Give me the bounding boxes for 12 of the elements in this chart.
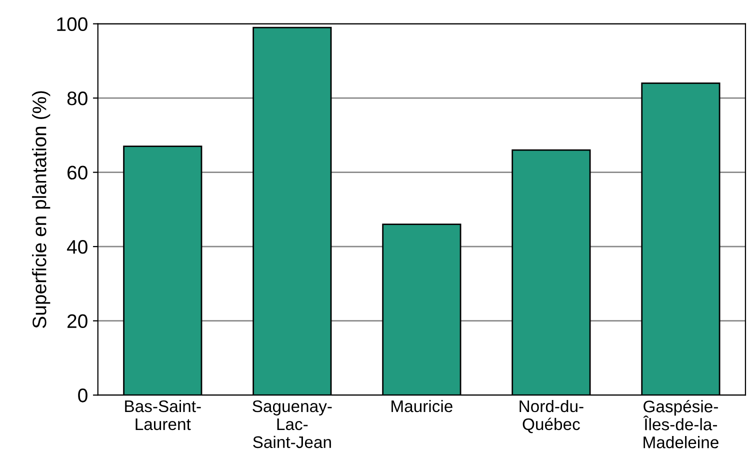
y-tick-label: 0	[78, 388, 88, 402]
x-tick-label: Nord-du- Québec	[520, 400, 584, 434]
x-tick-label: Mauricie	[392, 400, 452, 412]
x-tick-label: Gaspésie- Îles-de-la- Madeleine	[643, 400, 718, 448]
x-tick-label: Bas-Saint- Laurent	[125, 400, 201, 430]
y-tick-label: 60	[68, 166, 88, 180]
y-tick-label: 40	[66, 240, 88, 254]
y-tick-label: 80	[67, 92, 88, 106]
x-tick-label: Saguenay- Lac- Saint-Jean	[252, 400, 332, 448]
y-axis-title: Superficie en plantation (%)	[32, 91, 50, 328]
y-tick-label: 20	[68, 314, 88, 328]
y-tick-label: 100	[57, 17, 88, 32]
